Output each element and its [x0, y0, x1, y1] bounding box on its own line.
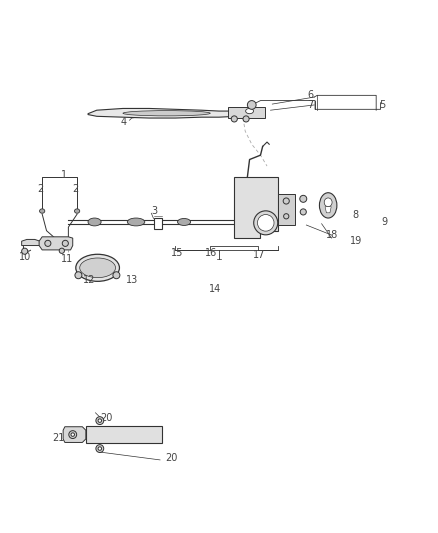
Circle shape [21, 248, 28, 254]
Ellipse shape [254, 211, 278, 235]
Bar [228, 107, 265, 118]
Text: 10: 10 [18, 252, 31, 262]
Text: 12: 12 [83, 276, 95, 286]
Polygon shape [39, 237, 73, 250]
Circle shape [243, 116, 249, 122]
Text: 20: 20 [166, 453, 178, 463]
Text: 8: 8 [352, 210, 358, 220]
Text: 15: 15 [171, 248, 184, 259]
Text: 21: 21 [52, 433, 64, 442]
Ellipse shape [319, 193, 337, 218]
Circle shape [247, 101, 256, 109]
Ellipse shape [177, 219, 191, 225]
Ellipse shape [88, 218, 101, 226]
Text: 11: 11 [61, 254, 73, 264]
Text: 18: 18 [325, 230, 338, 240]
Ellipse shape [258, 215, 274, 231]
Polygon shape [234, 177, 278, 238]
Text: 13: 13 [127, 276, 139, 286]
Bar [86, 426, 162, 443]
Ellipse shape [80, 258, 116, 278]
Text: 2: 2 [38, 184, 44, 194]
Text: 9: 9 [381, 217, 387, 227]
Ellipse shape [246, 108, 254, 114]
Circle shape [284, 214, 289, 219]
Ellipse shape [76, 254, 120, 281]
Circle shape [96, 417, 104, 425]
Text: 20: 20 [100, 414, 113, 423]
Text: 16: 16 [205, 248, 217, 259]
Circle shape [113, 272, 120, 279]
Text: 19: 19 [350, 236, 363, 246]
Circle shape [300, 195, 307, 203]
Circle shape [98, 419, 102, 422]
Circle shape [231, 116, 237, 122]
Text: 17: 17 [253, 250, 265, 260]
Polygon shape [325, 207, 331, 213]
Ellipse shape [324, 198, 332, 207]
Text: 2: 2 [73, 184, 79, 194]
Polygon shape [88, 108, 263, 118]
Circle shape [45, 240, 51, 246]
Bar [278, 195, 294, 225]
Text: 4: 4 [121, 117, 127, 126]
Circle shape [71, 433, 74, 437]
Circle shape [96, 445, 104, 453]
Text: 3: 3 [151, 206, 157, 216]
Circle shape [75, 272, 82, 279]
Text: 14: 14 [209, 284, 222, 294]
Ellipse shape [127, 218, 145, 226]
Polygon shape [63, 427, 86, 442]
Ellipse shape [74, 209, 80, 213]
Circle shape [59, 248, 64, 253]
Polygon shape [21, 239, 40, 246]
Text: 1: 1 [61, 170, 67, 180]
Ellipse shape [39, 209, 45, 213]
Circle shape [62, 240, 68, 246]
Ellipse shape [123, 111, 210, 116]
Text: 5: 5 [380, 100, 386, 110]
Circle shape [283, 198, 289, 204]
Circle shape [300, 209, 306, 215]
Circle shape [98, 447, 102, 450]
Text: 7: 7 [307, 100, 314, 110]
Bar [154, 218, 162, 229]
Text: 6: 6 [307, 91, 314, 100]
Circle shape [69, 431, 77, 439]
